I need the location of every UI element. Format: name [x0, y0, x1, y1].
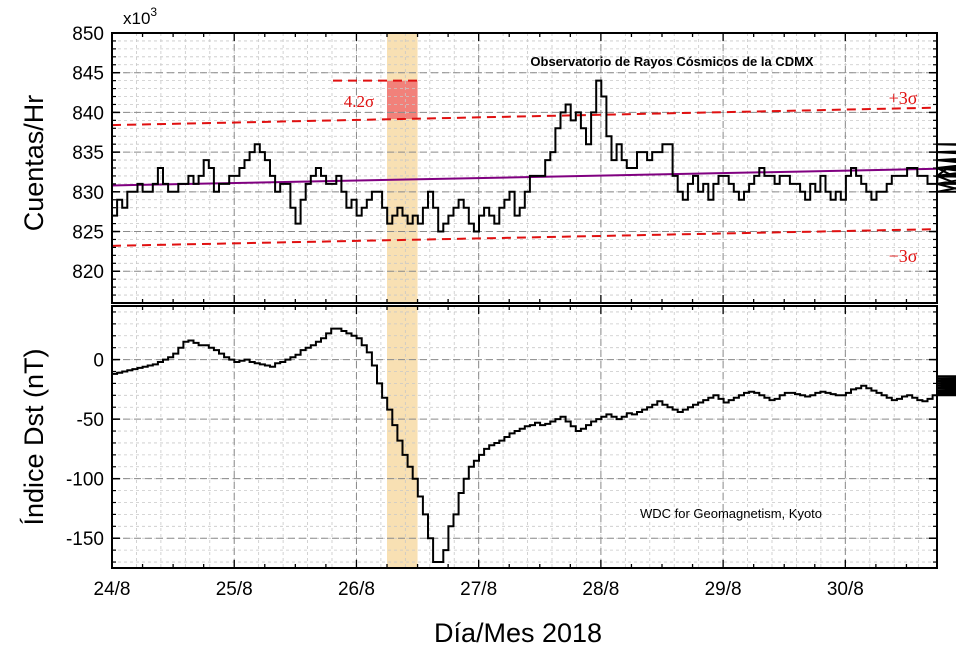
dst-source-annotation: WDC for Geomagnetism, Kyoto	[640, 506, 822, 521]
dst-index-series	[112, 327, 956, 563]
y-axis-label-top: Cuentas/Hr	[19, 95, 49, 232]
plot-frame-top	[111, 32, 938, 304]
y-axis-bottom: -150 -100 -50 0	[66, 311, 937, 563]
y-tick-label: 0	[93, 351, 104, 372]
plus-3-sigma-label: +3σ	[889, 88, 918, 108]
peak-band	[387, 80, 418, 119]
y-tick-label: 825	[72, 223, 104, 244]
y-axis-top: 820 825 830 835 840 845 850	[72, 24, 937, 296]
grid-bottom	[111, 306, 937, 568]
y-tick-label: 830	[72, 183, 104, 204]
x-axis-label: Día/Mes 2018	[434, 618, 602, 648]
chart-title: Observatorio de Rayos Cósmicos de la CDM…	[530, 54, 814, 69]
y-tick-label: -150	[66, 529, 104, 550]
x-tick-label: 24/8	[94, 579, 131, 600]
x-tick-label: 28/8	[582, 579, 619, 600]
x-tick-label: 27/8	[460, 579, 497, 600]
y-tick-label: 850	[72, 24, 104, 45]
minus-3-sigma-label: −3σ	[889, 246, 918, 266]
x-tick-label: 29/8	[705, 579, 742, 600]
event-band-bottom	[387, 306, 418, 568]
y-tick-label: 845	[72, 64, 104, 85]
plus-3-sigma-line	[111, 106, 938, 127]
grid-top	[111, 32, 937, 303]
plot-frame-bottom	[111, 305, 938, 569]
y-tick-label: -100	[66, 470, 104, 491]
x-tick-label: 25/8	[216, 579, 253, 600]
x-tick-label: 26/8	[338, 579, 375, 600]
y-tick-label: 820	[72, 262, 104, 283]
y-tick-label: -50	[77, 410, 104, 431]
peak-sigma-label: 4.2σ	[344, 92, 374, 111]
y-multiplier: x103	[123, 5, 157, 28]
x-tick-label: 30/8	[827, 579, 864, 600]
cosmic-ray-counts-series	[112, 79, 956, 233]
baseline-line	[111, 167, 938, 187]
y-axis-label-bottom: Índice Dst (nT)	[19, 348, 49, 525]
x-axis: 24/8 25/8 26/8 27/8 28/8 29/8 30/8	[94, 33, 938, 600]
y-tick-label: 840	[72, 103, 104, 124]
minus-3-sigma-line	[111, 228, 938, 247]
y-tick-label: 835	[72, 143, 104, 164]
